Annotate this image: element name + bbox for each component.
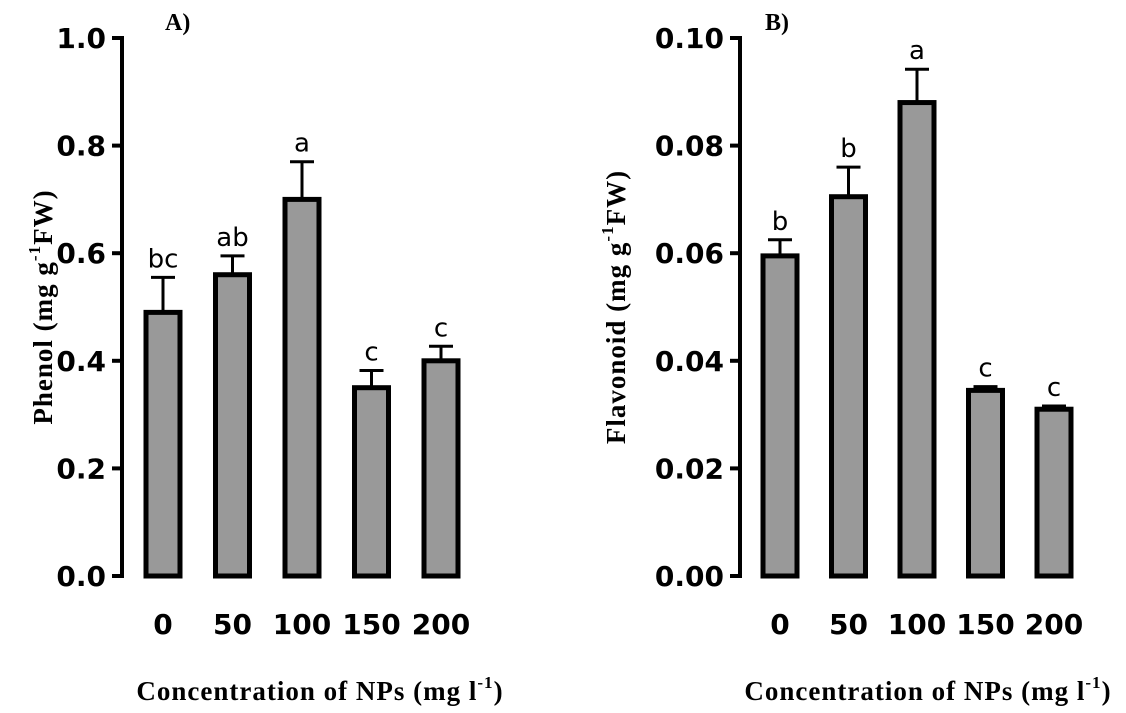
y-tick-label: 0.10 — [655, 22, 724, 55]
y-tick-label: 0.06 — [655, 237, 724, 270]
bar — [282, 196, 322, 579]
x-tick-label: 100 — [888, 608, 946, 641]
panel-a-phenol-chart: 0.0 0.2 0.4 0.6 0.8 1.0 bc 0 ab 50 a 100 c 150 c 200 A) P… — [25, 10, 503, 706]
y-tick-label: 0.8 — [56, 130, 106, 163]
bar — [213, 272, 252, 579]
x-tick-label: 50 — [213, 608, 252, 641]
x-tick-label: 200 — [1025, 608, 1083, 641]
x-axis-title: Concentration of NPs (mg l-1) — [136, 673, 503, 706]
y-tick-label: 0.6 — [56, 237, 106, 270]
panel-label: A) — [165, 10, 190, 36]
panel-b-flavonoid-chart: 0.00 0.02 0.04 0.06 0.08 0.10 b 0 b 50 a 100 c 150 c 20… — [598, 10, 1111, 706]
x-tick-label: 200 — [412, 608, 470, 641]
significance-label: c — [1047, 373, 1061, 403]
bar — [143, 309, 183, 579]
significance-label: b — [840, 134, 857, 164]
significance-label: b — [772, 207, 789, 237]
x-tick-label: 0 — [153, 608, 172, 641]
y-axis-title: Flavonoid (mg g-1FW) — [598, 170, 631, 444]
x-tick-label: 150 — [342, 608, 400, 641]
panel-label: B) — [765, 10, 789, 36]
significance-label: bc — [148, 244, 179, 274]
x-tick-label: 100 — [273, 608, 331, 641]
y-tick-label: 0.00 — [655, 560, 724, 593]
y-tick-label: 0.4 — [56, 345, 106, 378]
bar — [1034, 406, 1074, 579]
x-tick-label: 50 — [829, 608, 868, 641]
y-tick-label: 0.02 — [655, 452, 724, 485]
y-axis-title: Phenol (mg g-1FW) — [25, 189, 58, 424]
x-tick-label: 150 — [956, 608, 1014, 641]
y-tick-label: 0.0 — [56, 560, 106, 593]
bar — [352, 385, 391, 579]
y-tick-label: 0.2 — [56, 452, 106, 485]
bar — [760, 253, 800, 579]
significance-label: a — [909, 36, 925, 66]
x-axis-title: Concentration of NPs (mg l-1) — [744, 673, 1111, 706]
bar — [897, 100, 937, 579]
y-tick-label: 0.08 — [655, 130, 724, 163]
bar — [421, 358, 461, 579]
bar — [829, 194, 868, 579]
bar — [966, 387, 1005, 579]
significance-label: c — [434, 313, 448, 343]
significance-label: c — [364, 337, 378, 367]
y-tick-label: 1.0 — [56, 22, 106, 55]
significance-label: a — [294, 129, 310, 159]
significance-label: ab — [216, 223, 248, 253]
significance-label: c — [978, 354, 992, 384]
x-tick-label: 0 — [770, 608, 789, 641]
y-tick-label: 0.04 — [655, 345, 724, 378]
